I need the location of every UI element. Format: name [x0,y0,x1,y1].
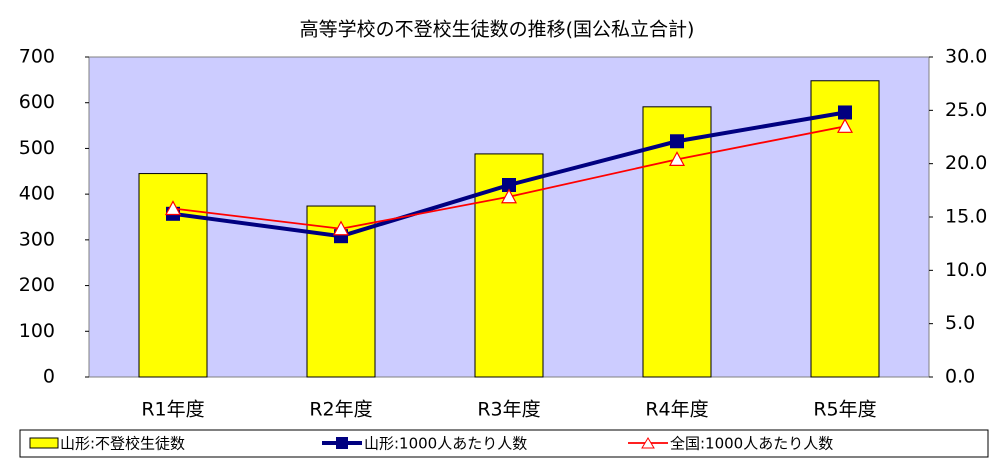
legend-label: 全国:1000人あたり人数 [670,435,833,453]
legend-marker [641,437,655,449]
chart-title: 高等学校の不登校生徒数の推移(国公私立合計) [300,19,695,41]
y2-tick-label: 0.0 [945,366,975,388]
x-tick-label: R2年度 [309,399,372,421]
line-marker [502,178,516,192]
line-marker [836,118,854,133]
line-marker [670,134,684,149]
x-tick-label: R3年度 [477,399,540,421]
legend-marker [336,437,348,449]
legend-label: 山形:1000人あたり人数 [364,435,527,453]
line-marker [332,220,350,236]
y-tick-label: 0 [43,366,55,388]
line-marker [500,188,518,204]
y-tick-label: 300 [19,228,55,250]
y-tick-label: 700 [19,46,55,68]
x-tick-label: R1年度 [141,399,204,421]
legend-box [19,429,989,458]
line-marker [668,151,686,166]
x-tick-label: R5年度 [813,399,876,421]
y2-tick-label: 5.0 [945,312,975,334]
y-tick-label: 400 [19,183,55,205]
line-marker [838,105,852,120]
line-marker [164,200,182,216]
y2-tick-label: 15.0 [945,206,987,228]
y2-tick-label: 30.0 [945,46,987,68]
y-tick-label: 500 [19,137,55,159]
legend-swatch [29,437,59,449]
y2-tick-label: 20.0 [945,152,987,174]
x-tick-label: R4年度 [645,399,708,421]
y-tick-label: 200 [19,274,55,296]
y2-tick-label: 25.0 [945,99,987,121]
y-tick-label: 100 [19,320,55,342]
y2-tick-label: 10.0 [945,259,987,281]
y-tick-label: 600 [19,91,55,113]
legend-label: 山形:不登校生徒数 [60,435,185,453]
